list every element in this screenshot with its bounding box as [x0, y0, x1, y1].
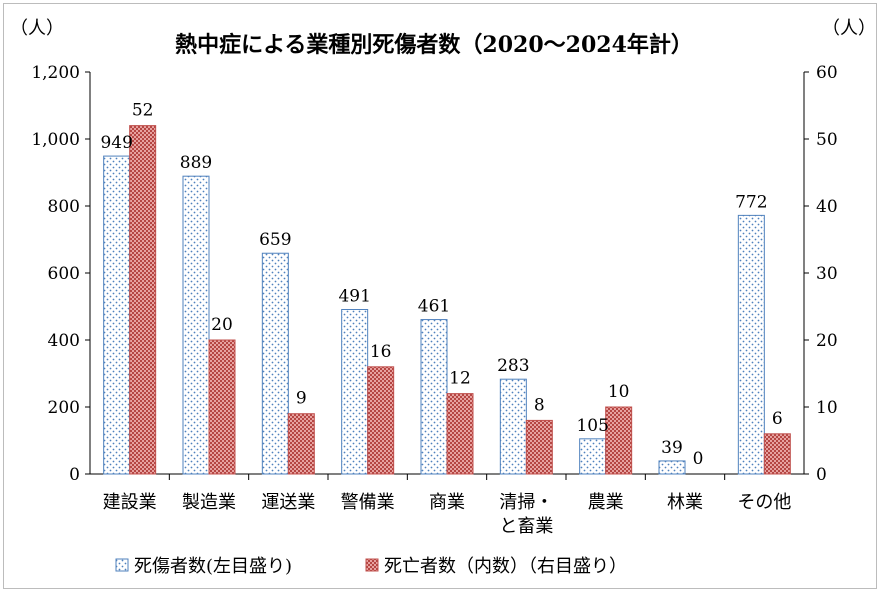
- legend: 死傷者数(左目盛り) 死亡者数（内数）（右目盛り）: [115, 556, 627, 577]
- chart-frame: 熱中症による業種別死傷者数（2020～2024年計） （人） （人） 0 200 4…: [3, 3, 877, 589]
- category-label: 建設業: [103, 492, 157, 513]
- data-label-injured: 283: [497, 356, 529, 376]
- bar-injured: [658, 460, 686, 475]
- category-label: 運送業: [261, 492, 315, 513]
- legend-swatch-injured: [115, 558, 129, 572]
- left-tick-label: 1,000: [31, 130, 80, 150]
- data-label-deaths: 52: [132, 101, 154, 121]
- data-label-deaths: 20: [211, 315, 233, 335]
- data-label-injured: 772: [735, 192, 767, 212]
- chart-title: 熱中症による業種別死傷者数（2020～2024年計）: [175, 32, 693, 58]
- right-tick-label: 0: [816, 465, 827, 485]
- data-label-injured: 461: [418, 297, 450, 317]
- bar-injured: [420, 319, 448, 475]
- left-tick-label: 0: [69, 465, 80, 485]
- right-tick-label: 60: [816, 63, 838, 83]
- category-label: 警備業: [341, 492, 395, 513]
- left-tick-label: 400: [48, 331, 80, 351]
- right-axis-unit: （人）: [822, 18, 876, 39]
- bar-injured: [261, 252, 289, 475]
- data-label-deaths: 9: [296, 389, 307, 409]
- right-tick-label: 10: [816, 398, 838, 418]
- left-tick-label: 1,200: [31, 63, 80, 83]
- data-label-deaths: 0: [693, 449, 704, 469]
- left-tick-label: 600: [48, 264, 80, 284]
- bar-injured: [737, 214, 765, 475]
- left-tick-label: 800: [48, 197, 80, 217]
- bar-deaths: [129, 125, 157, 475]
- right-tick-label: 50: [816, 130, 838, 150]
- bar-deaths: [525, 419, 553, 475]
- bar-injured: [579, 438, 607, 475]
- right-tick-label: 30: [816, 264, 838, 284]
- bar-deaths: [208, 339, 236, 475]
- left-tick-label: 200: [48, 398, 80, 418]
- category-label: 製造業: [182, 492, 236, 513]
- data-label-injured: 105: [576, 416, 608, 436]
- bar-injured: [341, 309, 369, 475]
- data-label-injured: 949: [100, 133, 132, 153]
- data-label-deaths: 6: [772, 409, 783, 429]
- data-label-injured: 39: [661, 438, 683, 458]
- data-label-injured: 659: [259, 230, 291, 250]
- bar-deaths: [763, 433, 791, 475]
- bar-deaths: [367, 366, 395, 475]
- category-label: 林業: [667, 492, 703, 513]
- legend-swatch-deaths: [365, 558, 379, 572]
- category-label: 商業: [429, 492, 465, 513]
- bar-deaths: [287, 413, 315, 475]
- bar-deaths: [446, 393, 474, 475]
- legend-label-deaths: 死亡者数（内数）（右目盛り）: [384, 556, 627, 577]
- legend-label-injured: 死傷者数(左目盛り): [134, 556, 292, 577]
- bars: [103, 125, 791, 475]
- category-label: 清掃・: [499, 492, 553, 513]
- left-axis-unit: （人）: [10, 18, 64, 39]
- data-label-deaths: 16: [370, 342, 392, 362]
- data-label-injured: 889: [180, 153, 212, 173]
- right-tick-label: 40: [816, 197, 838, 217]
- chart: 熱中症による業種別死傷者数（2020～2024年計） （人） （人） 02004…: [10, 18, 876, 577]
- data-label-deaths: 10: [608, 382, 630, 402]
- axes: 02004006008001,0001,2000102030405060建設業製…: [31, 63, 837, 537]
- category-label: その他: [737, 492, 791, 513]
- bar-injured: [499, 378, 527, 475]
- data-label-deaths: 8: [534, 395, 545, 415]
- data-label-deaths: 12: [449, 369, 471, 389]
- bar-deaths: [605, 406, 633, 475]
- bar-injured: [182, 175, 210, 475]
- category-label: と畜業: [499, 516, 553, 537]
- category-label: 農業: [588, 492, 624, 513]
- data-label-injured: 491: [338, 287, 370, 307]
- right-tick-label: 20: [816, 331, 838, 351]
- bar-injured: [103, 155, 131, 475]
